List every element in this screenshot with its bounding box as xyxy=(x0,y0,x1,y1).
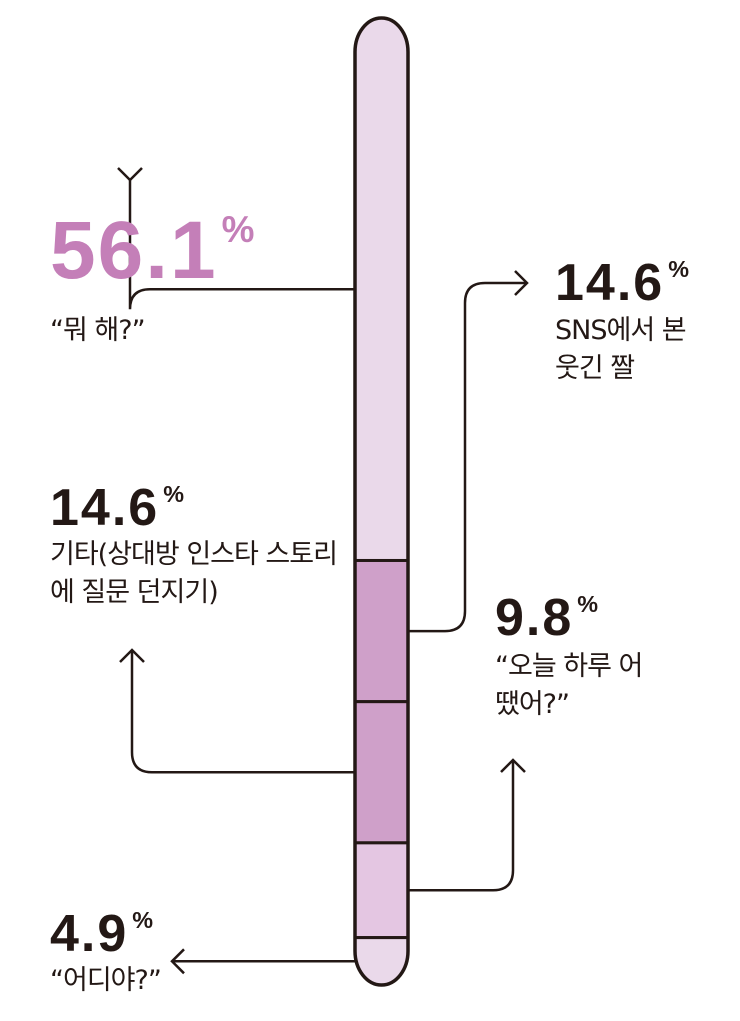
connector xyxy=(128,180,355,310)
category-label: SNS에서 본 웃긴 짤 xyxy=(555,315,687,384)
bar-segment xyxy=(355,700,408,845)
bar-segment xyxy=(355,558,408,704)
connector xyxy=(130,650,355,774)
connector xyxy=(408,760,515,892)
category-label: “오늘 하루 어땠어?” xyxy=(495,651,643,720)
value-label: 9.8% xyxy=(495,589,601,647)
percent-sign: % xyxy=(163,481,187,508)
category-label: “뭐 해?” xyxy=(50,315,146,346)
value-label: 14.6% xyxy=(555,254,692,312)
percent-sign: % xyxy=(668,256,692,283)
percent-sign: % xyxy=(132,907,156,934)
connector xyxy=(500,758,526,773)
connector xyxy=(408,281,527,633)
bar-segment xyxy=(355,18,408,562)
value-label: 14.6% xyxy=(50,479,187,537)
percent-sign: % xyxy=(221,208,257,250)
connector xyxy=(514,270,529,296)
value-label: 4.9% xyxy=(50,905,156,963)
connector xyxy=(119,648,145,663)
percent-sign: % xyxy=(577,591,601,618)
connector xyxy=(170,948,185,975)
connector xyxy=(117,167,143,182)
value-label: 56.1% xyxy=(50,205,257,296)
category-label: “어디야?” xyxy=(50,965,162,996)
bar-outline xyxy=(353,16,410,987)
category-label: 기타(상대방 인스타 스토리에 질문 던지기) xyxy=(50,539,338,608)
bar xyxy=(355,18,408,985)
bar-segment xyxy=(355,841,408,940)
